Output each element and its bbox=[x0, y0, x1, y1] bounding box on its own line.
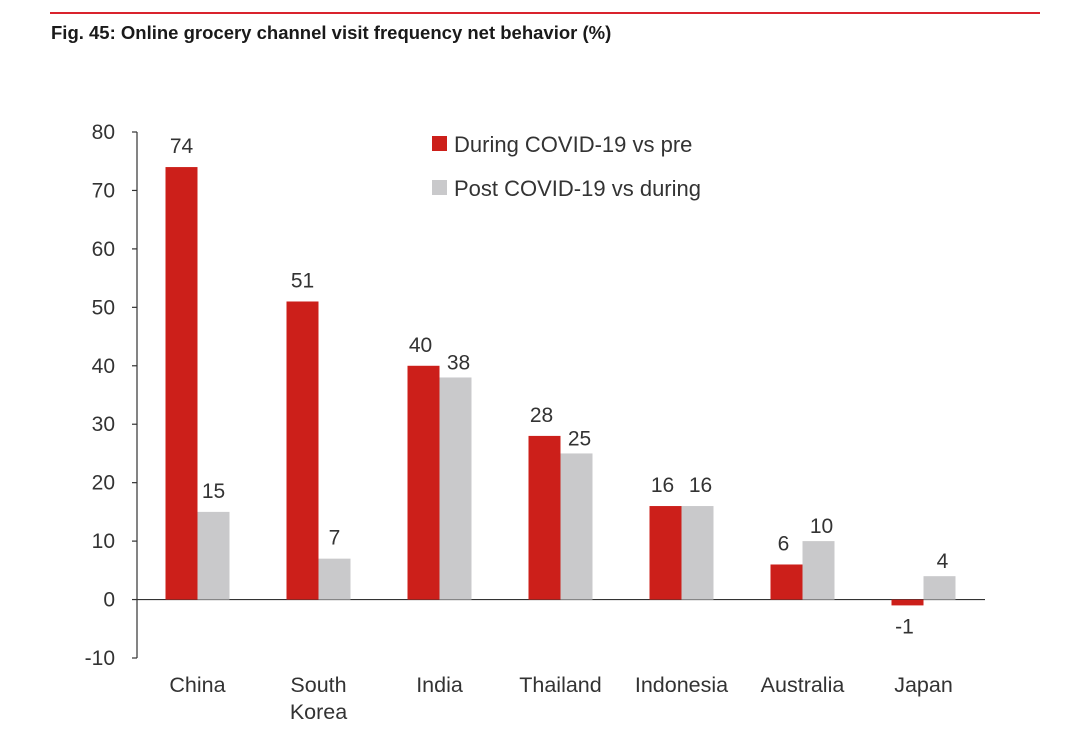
data-label-during: 6 bbox=[778, 532, 790, 555]
figure-title: Fig. 45: Online grocery channel visit fr… bbox=[51, 22, 612, 43]
legend-swatch-post bbox=[432, 180, 447, 195]
bar-post bbox=[802, 541, 835, 600]
x-category-label: Korea bbox=[290, 700, 347, 724]
bar-during bbox=[649, 506, 682, 600]
x-category-label: Indonesia bbox=[635, 673, 728, 697]
bar-post bbox=[318, 558, 351, 600]
bar-during bbox=[286, 301, 319, 600]
legend-swatch-during bbox=[432, 136, 447, 151]
data-label-during: 16 bbox=[651, 474, 674, 497]
x-category-label: Japan bbox=[894, 673, 953, 697]
x-category-label: South bbox=[290, 673, 346, 697]
chart-bars bbox=[165, 167, 956, 606]
data-label-during: 74 bbox=[170, 135, 194, 158]
x-category-label: China bbox=[169, 673, 225, 697]
bar-during bbox=[407, 365, 440, 600]
data-label-post: 15 bbox=[202, 480, 225, 503]
bar-post bbox=[197, 511, 230, 600]
bar-during bbox=[770, 564, 803, 600]
legend-label-during: During COVID-19 vs pre bbox=[454, 132, 692, 157]
y-tick-label: 10 bbox=[92, 530, 115, 553]
chart-legend: During COVID-19 vs pre Post COVID-19 vs d… bbox=[432, 132, 701, 201]
y-tick-label: -10 bbox=[85, 647, 115, 670]
y-tick-label: 30 bbox=[92, 413, 115, 436]
bar-post bbox=[923, 576, 956, 600]
y-tick-label: 80 bbox=[92, 121, 115, 144]
x-category-label: India bbox=[416, 673, 463, 697]
y-tick-label: 50 bbox=[92, 296, 115, 319]
y-tick-label: 0 bbox=[103, 589, 115, 612]
data-label-post: 38 bbox=[447, 351, 470, 374]
data-label-during: 40 bbox=[409, 334, 432, 357]
data-label-during: 51 bbox=[291, 269, 314, 292]
bar-during bbox=[528, 435, 561, 600]
y-tick-label: 70 bbox=[92, 179, 115, 202]
bar-during bbox=[165, 167, 198, 600]
data-label-post: 7 bbox=[329, 527, 341, 550]
x-category-label: Australia bbox=[761, 673, 845, 697]
bar-post bbox=[439, 377, 472, 600]
y-tick-label: 60 bbox=[92, 238, 115, 261]
data-label-post: 16 bbox=[689, 474, 712, 497]
chart-data-labels: 74 15 51 7 40 38 28 25 16 16 6 10 -1 4 bbox=[170, 135, 949, 638]
data-label-post: 25 bbox=[568, 427, 591, 450]
bar-post bbox=[560, 453, 593, 600]
y-tick-label: 40 bbox=[92, 355, 115, 378]
data-label-during: -1 bbox=[895, 615, 914, 638]
bar-during bbox=[891, 599, 924, 606]
data-label-during: 28 bbox=[530, 404, 553, 427]
x-category-label: Thailand bbox=[519, 673, 601, 697]
y-tick-label: 20 bbox=[92, 472, 115, 495]
header-rule bbox=[50, 12, 1040, 14]
bar-post bbox=[681, 506, 714, 600]
legend-label-post: Post COVID-19 vs during bbox=[454, 176, 701, 201]
data-label-post: 10 bbox=[810, 515, 833, 538]
data-label-post: 4 bbox=[937, 550, 949, 573]
